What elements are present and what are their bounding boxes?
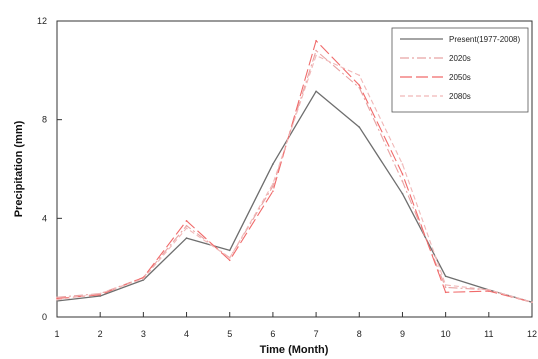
data-point xyxy=(401,173,404,175)
data-point xyxy=(185,220,188,222)
data-point xyxy=(488,289,490,291)
data-point xyxy=(142,277,145,280)
data-point xyxy=(228,257,231,259)
x-tick-label: 12 xyxy=(527,329,537,339)
data-point xyxy=(444,291,447,294)
data-point xyxy=(185,227,188,229)
data-point xyxy=(228,259,231,262)
y-axis-title: Precipitation (mm) xyxy=(13,120,25,217)
data-point xyxy=(315,49,317,52)
x-tick-label: 1 xyxy=(54,329,59,339)
data-point xyxy=(185,237,188,239)
data-point xyxy=(401,192,404,195)
data-point xyxy=(56,296,58,299)
series-line-3 xyxy=(56,54,533,303)
data-point xyxy=(488,290,490,292)
data-point xyxy=(358,84,361,86)
x-tick-label: 4 xyxy=(184,329,189,339)
y-tick-label: 8 xyxy=(42,115,47,125)
x-axis-title: Time (Month) xyxy=(260,344,329,356)
data-point xyxy=(531,301,533,304)
x-tick-label: 9 xyxy=(400,329,405,339)
data-point xyxy=(272,190,274,192)
data-point xyxy=(444,286,447,289)
x-tick-label: 11 xyxy=(484,329,493,339)
x-tick-label: 8 xyxy=(357,329,362,339)
data-point xyxy=(56,298,58,301)
y-axis: 0 4 8 12 xyxy=(37,16,62,322)
data-point xyxy=(56,297,58,300)
data-point xyxy=(272,185,274,188)
x-tick-label: 5 xyxy=(227,329,232,339)
y-tick-label: 0 xyxy=(42,312,47,322)
data-point xyxy=(99,295,101,297)
data-point xyxy=(142,279,145,281)
series-line-2 xyxy=(56,40,533,303)
legend-label: Present(1977-2008) xyxy=(449,35,520,44)
legend-label: 2080s xyxy=(449,92,471,101)
data-point xyxy=(315,54,317,57)
data-point xyxy=(315,39,317,42)
y-tick-label: 12 xyxy=(37,16,47,26)
legend: Present(1977-2008) 2020s 2050s 2080s xyxy=(391,27,529,113)
data-point xyxy=(401,180,404,183)
legend-label: 2020s xyxy=(449,54,471,63)
x-tick-label: 3 xyxy=(141,329,146,339)
data-point xyxy=(444,284,447,286)
data-point xyxy=(358,74,361,77)
data-point xyxy=(99,292,101,295)
x-tick-label: 6 xyxy=(270,329,275,339)
data-point xyxy=(56,300,58,302)
x-axis: 1 2 3 4 5 6 7 8 9 10 11 12 xyxy=(54,312,537,339)
data-point xyxy=(99,294,101,296)
x-tick-label: 2 xyxy=(98,329,103,339)
data-point xyxy=(272,183,274,185)
series-lines xyxy=(56,39,533,304)
data-point xyxy=(185,224,188,227)
data-point xyxy=(228,249,231,252)
legend-label: 2050s xyxy=(449,73,471,82)
data-point xyxy=(401,163,404,165)
legend-box xyxy=(391,27,529,113)
data-point xyxy=(315,90,317,93)
y-tick-label: 4 xyxy=(42,213,47,223)
data-point xyxy=(444,275,447,278)
x-tick-label: 10 xyxy=(441,329,451,339)
series-line-0 xyxy=(56,90,533,303)
data-point xyxy=(272,163,274,165)
x-tick-label: 7 xyxy=(314,329,319,339)
data-point xyxy=(358,126,361,128)
